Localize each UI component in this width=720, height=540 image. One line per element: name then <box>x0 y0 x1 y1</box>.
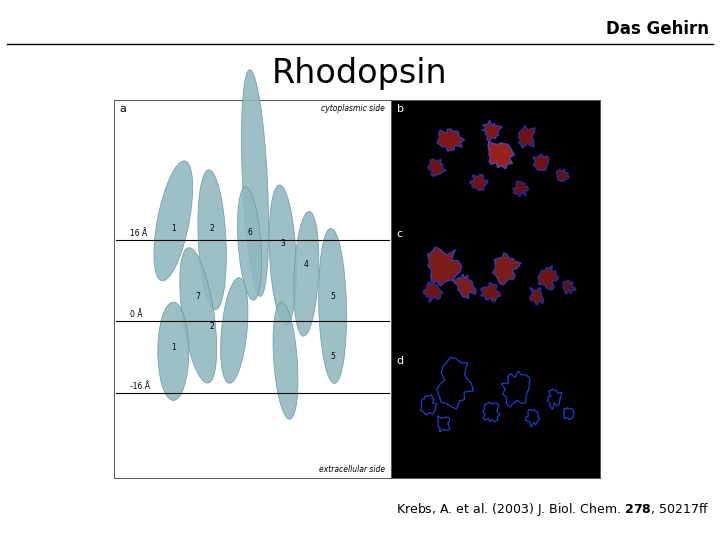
Bar <box>391 100 600 478</box>
Polygon shape <box>428 159 446 176</box>
Ellipse shape <box>154 161 193 281</box>
Text: Rhodopsin: Rhodopsin <box>272 57 448 90</box>
Text: 0 Å: 0 Å <box>130 310 142 319</box>
Text: Krebs, A. et al. (2003) J. Biol. Chem. $\mathbf{278}$, 50217ff: Krebs, A. et al. (2003) J. Biol. Chem. $… <box>396 502 709 518</box>
Text: 6: 6 <box>247 228 252 237</box>
Text: -16 Å: -16 Å <box>130 382 150 391</box>
Ellipse shape <box>158 302 189 401</box>
Polygon shape <box>469 174 488 191</box>
Text: Das Gehirn: Das Gehirn <box>606 20 709 38</box>
Ellipse shape <box>269 185 297 325</box>
Polygon shape <box>533 154 549 171</box>
Polygon shape <box>492 253 521 285</box>
Text: 2: 2 <box>210 224 215 233</box>
Ellipse shape <box>180 248 217 383</box>
Ellipse shape <box>273 302 298 419</box>
Polygon shape <box>437 129 464 151</box>
Ellipse shape <box>319 228 346 383</box>
Ellipse shape <box>220 278 248 383</box>
Text: 2: 2 <box>210 322 215 331</box>
Polygon shape <box>538 265 559 290</box>
Text: 4: 4 <box>304 260 309 269</box>
Text: extracellular side: extracellular side <box>319 464 385 474</box>
Text: a: a <box>120 104 127 114</box>
Text: 7: 7 <box>196 292 201 301</box>
Text: 1: 1 <box>171 343 176 352</box>
Polygon shape <box>423 282 443 302</box>
Polygon shape <box>557 169 569 182</box>
Ellipse shape <box>294 212 319 336</box>
Polygon shape <box>562 280 576 294</box>
Polygon shape <box>530 287 544 305</box>
Text: c: c <box>397 229 402 239</box>
Polygon shape <box>482 120 503 141</box>
Text: 5: 5 <box>330 353 335 361</box>
Text: cytoplasmic side: cytoplasmic side <box>321 104 385 113</box>
Polygon shape <box>480 282 501 302</box>
Ellipse shape <box>198 170 226 309</box>
Ellipse shape <box>241 70 269 296</box>
Text: 16 Å: 16 Å <box>130 228 147 238</box>
Text: 3: 3 <box>280 239 285 248</box>
Text: 5: 5 <box>330 292 335 301</box>
Text: d: d <box>397 355 404 366</box>
Polygon shape <box>488 141 515 169</box>
Text: b: b <box>397 104 403 114</box>
Bar <box>114 100 391 478</box>
Polygon shape <box>513 181 528 197</box>
Polygon shape <box>428 247 462 286</box>
Ellipse shape <box>238 187 261 300</box>
Text: 1: 1 <box>171 224 176 233</box>
Polygon shape <box>452 274 476 298</box>
Polygon shape <box>518 125 535 148</box>
